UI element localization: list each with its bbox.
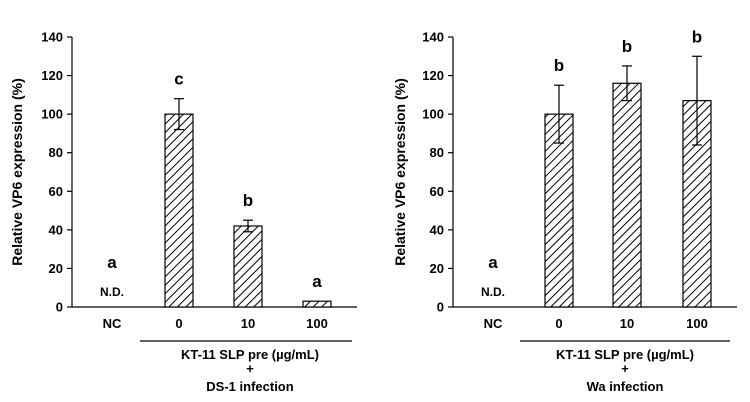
- significance-letter: b: [243, 191, 253, 210]
- significance-letter: b: [622, 37, 632, 56]
- x-caption-line: DS-1 infection: [206, 379, 293, 394]
- bar: [302, 300, 332, 308]
- x-tick-label: 100: [306, 316, 328, 331]
- y-tick-label: 40: [430, 222, 444, 237]
- x-tick-label: 100: [686, 316, 708, 331]
- y-tick-label: 140: [422, 30, 444, 45]
- y-tick-label: 120: [41, 68, 63, 83]
- bar: [164, 113, 194, 308]
- x-caption-line: Wa infection: [587, 379, 664, 394]
- y-tick-label: 100: [422, 107, 444, 122]
- y-tick-label: 60: [49, 184, 63, 199]
- x-tick-label: NC: [103, 316, 122, 331]
- y-tick-label: 120: [422, 68, 444, 83]
- y-tick-label: 20: [430, 261, 444, 276]
- x-caption-line: KT-11 SLP pre (µg/mL): [181, 347, 319, 362]
- y-tick-label: 80: [49, 145, 63, 160]
- significance-letter: a: [107, 253, 117, 272]
- y-tick-label: 20: [49, 261, 63, 276]
- x-tick-label: 10: [620, 316, 634, 331]
- y-axis-title: Relative VP6 expression (%): [392, 78, 408, 266]
- significance-letter: a: [488, 253, 498, 272]
- nd-annotation: N.D.: [481, 285, 505, 299]
- y-tick-label: 40: [49, 222, 63, 237]
- x-caption-line: +: [246, 361, 254, 376]
- x-tick-label: 0: [175, 316, 182, 331]
- x-caption-line: KT-11 SLP pre (µg/mL): [556, 347, 694, 362]
- bar: [233, 225, 263, 308]
- x-caption-line: +: [621, 361, 629, 376]
- bar: [544, 113, 574, 308]
- y-tick-label: 0: [437, 300, 444, 315]
- x-tick-label: NC: [484, 316, 503, 331]
- bar: [682, 100, 712, 308]
- y-axis-title: Relative VP6 expression (%): [9, 78, 25, 266]
- y-tick-label: 80: [430, 145, 444, 160]
- significance-letter: c: [174, 70, 183, 89]
- y-tick-label: 100: [41, 107, 63, 122]
- bar: [612, 82, 642, 308]
- x-tick-label: 0: [555, 316, 562, 331]
- significance-letter: b: [554, 56, 564, 75]
- x-tick-label: 10: [241, 316, 255, 331]
- y-tick-label: 60: [430, 184, 444, 199]
- significance-letter: b: [692, 27, 702, 46]
- y-tick-label: 140: [41, 30, 63, 45]
- y-tick-label: 0: [56, 300, 63, 315]
- significance-letter: a: [312, 272, 322, 291]
- nd-annotation: N.D.: [100, 285, 124, 299]
